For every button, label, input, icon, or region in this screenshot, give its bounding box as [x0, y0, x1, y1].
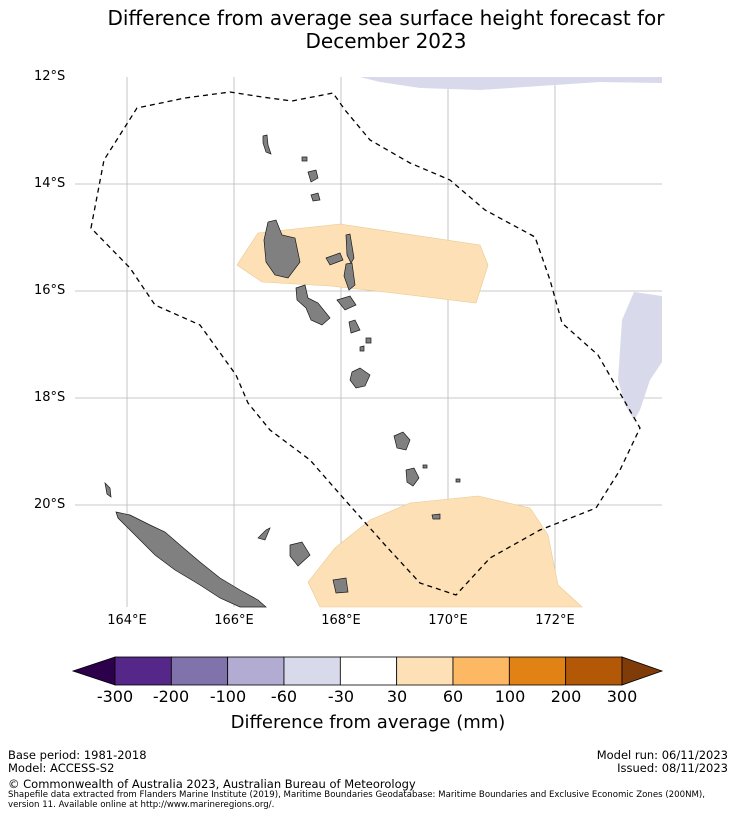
malakula	[295, 284, 331, 326]
ambae	[325, 252, 344, 266]
colorbar-segment	[565, 656, 623, 686]
land-masses	[104, 134, 461, 608]
colorbar-segment	[170, 656, 229, 686]
colorbar-tick-label: -30	[327, 687, 355, 706]
lon-label-164e: 164°E	[107, 613, 147, 628]
epi	[348, 319, 361, 334]
copyright: © Commonwealth of Australia 2023, Austra…	[8, 777, 416, 791]
map-panel	[75, 77, 662, 608]
lat-label-14s: 14°S	[34, 176, 66, 191]
issued-date: Issued: 08/11/2023	[617, 761, 728, 775]
islet-5	[422, 464, 428, 469]
metadata-left: Base period: 1981-2018 Model: ACCESS-S2	[8, 749, 147, 775]
colorbar-tick-label: 60	[442, 687, 464, 706]
lon-label-172e: 172°E	[535, 613, 575, 628]
banks-island	[310, 192, 321, 202]
negative-anomaly-north	[360, 77, 662, 90]
lon-label-168e: 168°E	[321, 613, 361, 628]
lat-label-16s: 16°S	[34, 283, 66, 298]
colorbar-tick-label: -60	[270, 687, 298, 706]
model-run: Model run: 06/11/2023	[596, 748, 728, 762]
colorbar-tick-label: -200	[152, 687, 190, 706]
aneityum	[431, 513, 441, 520]
erromango	[393, 431, 411, 451]
loyalty-island-1	[289, 541, 311, 567]
model-name: Model: ACCESS-S2	[8, 761, 115, 775]
ambrym	[336, 295, 357, 311]
shapefile-credit: Shapefile data extracted from Flanders M…	[8, 790, 705, 810]
eez-boundary	[90, 91, 641, 596]
colorbar-tick-label: 30	[386, 687, 408, 706]
islet	[104, 481, 112, 498]
colorbar-extend-low	[71, 656, 116, 686]
lon-label-170e: 170°E	[428, 613, 468, 628]
colorbar-tick-label: 100	[494, 687, 526, 706]
colorbar-segment	[339, 656, 398, 686]
colorbar-tick-label: 300	[606, 687, 638, 706]
lat-label-18s: 18°S	[34, 390, 66, 405]
colorbar-tick-label: -100	[209, 687, 247, 706]
loyalty-island-2	[332, 577, 349, 594]
new-caledonia	[115, 511, 267, 608]
espiritu-santo	[263, 219, 301, 279]
colorbar-segment	[227, 656, 285, 686]
islet-6	[455, 478, 461, 483]
lat-label-20s: 20°S	[34, 497, 66, 512]
lat-label-12s: 12°S	[34, 69, 66, 84]
colorbar-segment	[396, 656, 454, 686]
colorbar-segment	[283, 656, 341, 686]
colorbar-segment	[508, 656, 567, 686]
metadata-right: Model run: 06/11/2023 Issued: 08/11/2023	[597, 749, 728, 775]
pentecost	[343, 262, 356, 291]
chart-title: Difference from average sea surface heig…	[0, 7, 736, 53]
colorbar-tick-label: 200	[550, 687, 582, 706]
title-line-2: December 2023	[305, 29, 467, 53]
colorbar-tick-label: -300	[96, 687, 134, 706]
negative-anomaly-east	[618, 292, 662, 420]
efate	[349, 367, 371, 389]
colorbar-segment	[452, 656, 510, 686]
north-islet	[262, 134, 272, 155]
islet-2	[301, 156, 308, 162]
colorbar-segments	[71, 656, 664, 686]
colorbar-extend-high	[621, 656, 664, 686]
colorbar-title: Difference from average (mm)	[230, 712, 506, 733]
torres-island	[307, 169, 319, 183]
base-period: Base period: 1981-2018	[8, 748, 147, 762]
loyalty-island-3	[257, 527, 271, 541]
colorbar	[71, 656, 664, 686]
title-line-1: Difference from average sea surface heig…	[107, 6, 665, 30]
lon-label-166e: 166°E	[214, 613, 254, 628]
maewo	[345, 233, 355, 264]
islet-3	[359, 345, 365, 352]
positive-anomaly-south	[307, 495, 583, 608]
tanna	[405, 467, 420, 487]
positive-anomaly-central	[236, 223, 489, 304]
colorbar-segment	[114, 656, 172, 686]
islet-4	[365, 337, 372, 344]
